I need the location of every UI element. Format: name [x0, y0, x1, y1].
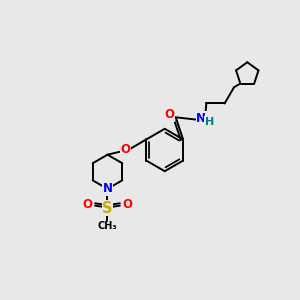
Text: O: O: [164, 109, 174, 122]
Text: CH₃: CH₃: [98, 221, 117, 231]
Text: N: N: [103, 182, 112, 195]
Text: O: O: [82, 198, 92, 211]
Text: O: O: [122, 198, 133, 211]
Text: O: O: [120, 143, 130, 156]
Text: H: H: [205, 117, 214, 127]
Text: S: S: [102, 200, 113, 215]
Text: N: N: [196, 112, 206, 125]
